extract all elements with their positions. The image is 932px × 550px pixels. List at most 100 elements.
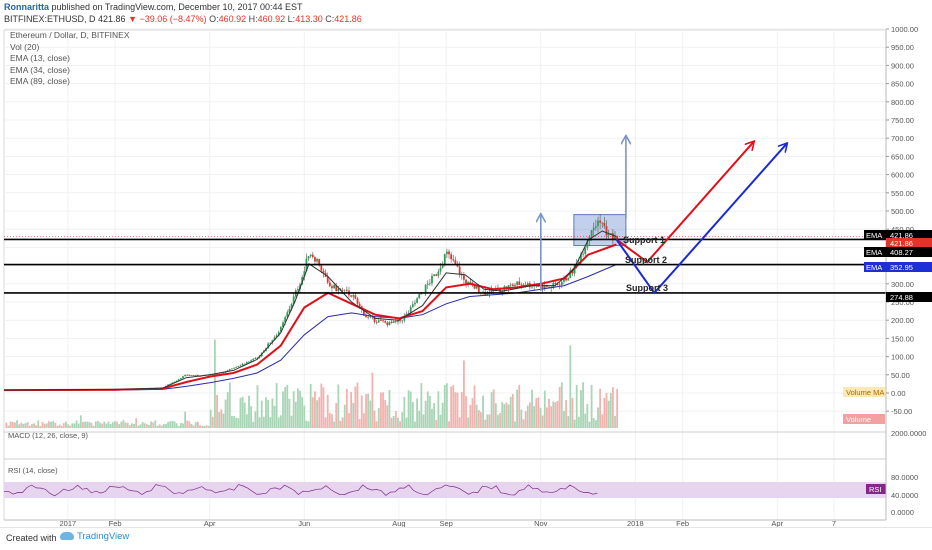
close-value: 421.86 xyxy=(334,14,362,24)
volume-bar xyxy=(533,406,536,428)
legend-volume[interactable]: Vol (20) xyxy=(10,41,40,52)
candle-body xyxy=(537,286,540,287)
volume-bar xyxy=(133,423,135,428)
price-tag-value: 274.88 xyxy=(890,293,913,302)
candle-body xyxy=(239,365,242,367)
candle-body xyxy=(511,284,514,286)
volume-bar xyxy=(537,397,540,428)
candle-body xyxy=(490,288,493,294)
volume-bar xyxy=(56,425,59,428)
candle-body xyxy=(569,270,572,279)
legend-ema-13[interactable]: EMA (13, close) xyxy=(10,53,70,63)
volume-bar xyxy=(335,402,338,428)
candle-body xyxy=(275,335,278,338)
volume-bar xyxy=(94,421,97,428)
rsi-band xyxy=(4,482,886,498)
price-change: ▼ −39.06 (−8.47%) xyxy=(128,14,207,24)
volume-bar xyxy=(597,407,599,428)
author-name[interactable]: Ronnaritta xyxy=(4,2,49,12)
volume-bar xyxy=(199,425,201,428)
volume-bar xyxy=(126,422,129,428)
volume-bar xyxy=(209,409,212,428)
legend-ema-89[interactable]: EMA (89, close) xyxy=(10,76,70,86)
close-label: C: xyxy=(325,14,335,24)
candle-body xyxy=(345,289,348,291)
volume-bar xyxy=(7,425,10,428)
volume-bar xyxy=(373,410,376,428)
volume-bar xyxy=(324,417,327,428)
volume-bar xyxy=(305,420,308,428)
high-label: H: xyxy=(248,14,258,24)
support-1-label: Support 1 xyxy=(623,235,665,245)
volume-bar xyxy=(277,417,280,428)
volume-bar xyxy=(131,423,133,428)
volume-bar xyxy=(458,417,461,428)
volume-bar xyxy=(575,385,578,428)
tradingview-logo[interactable]: TradingView xyxy=(60,531,129,542)
candle-body xyxy=(556,284,559,285)
volume-bar xyxy=(480,412,482,428)
candle-body xyxy=(571,270,574,274)
volume-bar xyxy=(422,414,425,428)
candle-body xyxy=(335,285,338,292)
volume-bar xyxy=(316,400,318,428)
volume-bar xyxy=(96,421,99,428)
candle-body xyxy=(414,302,416,305)
candle-body xyxy=(222,372,225,374)
legend-ema-34[interactable]: EMA (34, close) xyxy=(10,64,70,75)
candle-body xyxy=(609,233,612,235)
volume-bar xyxy=(265,397,267,428)
volume-bar xyxy=(507,404,510,428)
candle-body xyxy=(369,316,372,318)
candle-body xyxy=(548,286,550,288)
volume-bar xyxy=(416,398,418,428)
price-tick-label: 50.00 xyxy=(891,371,910,380)
candle-body xyxy=(416,298,418,303)
volume-bar xyxy=(586,404,589,428)
price-tag-bg xyxy=(886,238,932,248)
price-chart[interactable]: RSI Volume MA Volume 1000.00 950.00 900.00 85… xyxy=(0,24,932,528)
volume-bar xyxy=(488,414,491,428)
price-tick-label: 200.00 xyxy=(891,316,914,325)
price-tick-label: 150.00 xyxy=(891,334,914,343)
price-tag-value: 352.95 xyxy=(890,263,913,272)
volume-bar xyxy=(171,420,174,428)
volume-bar xyxy=(490,392,493,428)
volume-bar xyxy=(9,421,12,428)
candle-body xyxy=(331,286,333,289)
volume-bar xyxy=(207,425,210,428)
volume-bar xyxy=(558,386,561,428)
ema-34-line xyxy=(3,243,617,392)
volume-bar xyxy=(190,423,193,428)
volume-bar xyxy=(607,400,610,428)
volume-bar xyxy=(186,420,189,428)
volume-bar xyxy=(409,391,412,428)
volume-bar xyxy=(567,416,570,428)
volume-bar xyxy=(475,404,478,428)
volume-bar xyxy=(267,399,270,428)
volume-bar xyxy=(239,397,242,428)
candle-body xyxy=(599,220,602,223)
volume-bar xyxy=(156,425,159,428)
volume-bar xyxy=(86,421,89,428)
candle-body xyxy=(288,308,291,313)
candle-body xyxy=(411,304,414,308)
volume-bar xyxy=(505,402,508,428)
candle-body xyxy=(377,320,380,323)
candle-body xyxy=(218,373,221,375)
volume-bar xyxy=(433,403,436,428)
time-tick-label: Apr xyxy=(771,519,783,528)
volume-bar xyxy=(367,393,370,428)
volume-bar xyxy=(331,414,333,428)
volume-bar xyxy=(67,424,69,428)
volume-bar xyxy=(473,385,476,428)
volume-bar xyxy=(463,360,465,428)
volume-bar xyxy=(528,402,531,428)
candle-body xyxy=(362,309,365,316)
candle-body xyxy=(182,376,184,379)
candle-body xyxy=(256,357,259,359)
volume-bar xyxy=(352,402,355,428)
volume-ma-label-bg xyxy=(843,387,885,397)
volume-bar xyxy=(77,423,80,428)
volume-bar xyxy=(445,383,448,428)
